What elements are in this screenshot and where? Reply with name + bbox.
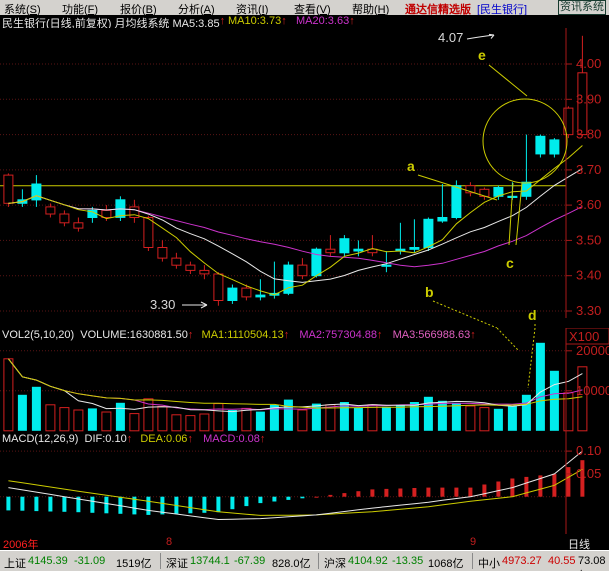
svg-text:3.30: 3.30	[150, 297, 175, 312]
svg-text:3.50: 3.50	[576, 232, 601, 247]
svg-text:3.30: 3.30	[576, 303, 601, 318]
svg-text:3.70: 3.70	[576, 162, 601, 177]
svg-text:a: a	[407, 158, 415, 174]
svg-text:d: d	[528, 307, 537, 323]
svg-text:3.60: 3.60	[576, 197, 601, 212]
svg-text:3.90: 3.90	[576, 91, 601, 106]
svg-text:c: c	[506, 255, 514, 271]
svg-text:4.00: 4.00	[576, 56, 601, 71]
svg-text:4.07: 4.07	[438, 30, 463, 45]
svg-text:X100: X100	[569, 329, 599, 344]
svg-text:3.80: 3.80	[576, 127, 601, 142]
svg-text:e: e	[478, 47, 486, 63]
svg-text:0.10: 0.10	[576, 443, 601, 458]
svg-text:10000: 10000	[576, 383, 609, 398]
svg-text:0.05: 0.05	[576, 466, 601, 481]
svg-text:3.40: 3.40	[576, 268, 601, 283]
svg-text:b: b	[425, 284, 434, 300]
svg-text:20000: 20000	[576, 343, 609, 358]
